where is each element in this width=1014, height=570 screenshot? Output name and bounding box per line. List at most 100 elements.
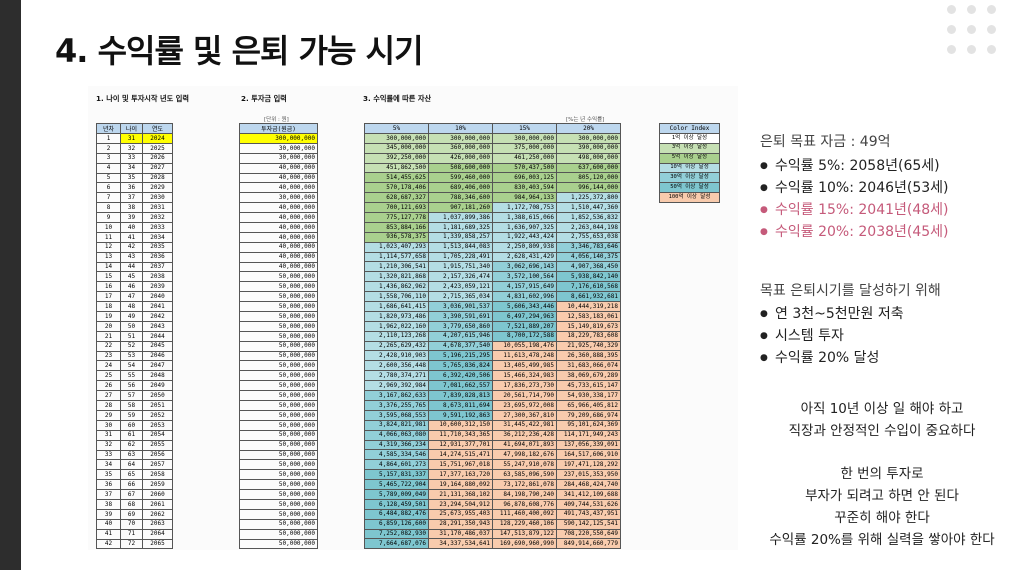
num-cell: 41: [96, 528, 121, 540]
table-row: 30 60 2053: [96, 419, 173, 431]
table-row: 6,484,882,476 25,673,955,403 111,460,400,0…: [364, 508, 621, 520]
legend-item: 50억 이상 달성: [659, 182, 720, 194]
invest-cell: 40,000,000: [239, 202, 318, 214]
goal-item: 수익률 10%: 2046년(53세): [760, 177, 949, 199]
table-row: 25 55 2048: [96, 370, 173, 382]
asset-cell: 4,157,915,649: [492, 281, 557, 293]
asset-cell: 25,673,955,403: [428, 508, 493, 520]
asset-cell: 3,346,783,646: [556, 241, 621, 253]
num-cell: 2: [96, 142, 121, 154]
num-cell: 15: [96, 271, 121, 283]
age-cell: 61: [120, 429, 143, 441]
year-cell: 2050: [142, 390, 173, 402]
invest-cell: 40,000,000: [239, 231, 318, 243]
year-cell: 2046: [142, 350, 173, 362]
year-cell: 2045: [142, 340, 173, 352]
plan-list: 연 3천~5천만원 저축 시스템 투자 수익률 20% 달성: [760, 303, 904, 369]
table-row: 50,000,000: [239, 489, 318, 500]
invest-cell: 40,000,000: [239, 162, 318, 174]
table-row: 5,465,722,904 19,164,880,092 73,172,861,07…: [364, 479, 621, 490]
asset-cell: 23,294,504,912: [428, 498, 493, 510]
asset-cell: 7,176,610,568: [556, 281, 621, 293]
age-cell: 42: [120, 241, 143, 253]
num-cell: 31: [96, 429, 121, 441]
year-cell: 2048: [142, 370, 173, 382]
asset-cell: 637,600,000: [556, 162, 621, 174]
year-cell: 2057: [142, 459, 173, 471]
invest-cell: 50,000,000: [239, 291, 318, 303]
asset-cell: 21,925,740,329: [556, 340, 621, 352]
invest-cell: 50,000,000: [239, 409, 318, 421]
note-line: 꾸준히 해야 한다: [834, 510, 930, 526]
age-cell: 48: [120, 301, 143, 313]
table-row: 6,859,126,600 28,291,350,943 128,229,460,1…: [364, 518, 621, 530]
asset-cell: 1,915,751,340: [428, 261, 493, 273]
table-row: 1,820,973,486 3,390,591,691 6,497,294,963 1…: [364, 310, 621, 322]
num-cell: 35: [96, 469, 121, 481]
age-cell: 50: [120, 320, 143, 332]
table-row: 50,000,000: [239, 459, 318, 471]
invest-cell: 30,000,000: [239, 152, 318, 164]
table-row: 11 41 2034: [96, 231, 173, 243]
legend-header: Color Index: [659, 123, 720, 134]
plan-item: 연 3천~5천만원 저축: [760, 303, 904, 325]
asset-cell: 12,583,183,061: [556, 310, 621, 322]
asset-cell: 696,003,125: [492, 172, 557, 184]
table-row: 50,000,000: [239, 538, 318, 550]
legend-item: 10억 이상 달성: [659, 162, 720, 174]
asset-cell: 2,265,629,432: [364, 340, 429, 352]
table-row: 2,600,356,448 5,765,836,824 13,405,499,985…: [364, 360, 621, 372]
asset-cell: 491,743,437,951: [556, 508, 621, 520]
year-cell: 2049: [142, 380, 173, 392]
year-cell: 2033: [142, 222, 173, 233]
num-cell: 30: [96, 419, 121, 431]
asset-cell: 1,210,306,541: [364, 261, 429, 273]
asset-cell: 27,300,367,810: [492, 409, 557, 421]
table-row: 50,000,000: [239, 439, 318, 451]
table-row: 1 31 2024: [96, 133, 173, 144]
table-row: 300,000,000 300,000,000 300,000,000 300,000…: [364, 132, 621, 144]
asset-cell: 853,884,166: [364, 221, 429, 233]
num-cell: 18: [96, 301, 121, 313]
table-row: 40 70 2063: [96, 518, 173, 530]
asset-cell: 10,444,319,218: [556, 301, 621, 312]
table-row: 40,000,000: [239, 231, 318, 243]
table-row: 40,000,000: [239, 202, 318, 214]
asset-cell: 2,263,044,198: [556, 221, 621, 233]
asset-cell: 23,695,972,008: [492, 399, 557, 411]
asset-cell: 3,167,862,633: [364, 390, 429, 401]
asset-cell: 1,339,858,257: [428, 231, 493, 243]
year-cell: 2043: [142, 320, 173, 332]
asset-cell: 628,687,327: [364, 192, 429, 204]
legend-item: 30억 이상 달성: [659, 172, 720, 184]
table-row: 300,000,000: [239, 133, 318, 144]
num-cell: 33: [96, 449, 121, 461]
age-cell: 51: [120, 330, 143, 342]
table-row: 50,000,000: [239, 340, 318, 352]
asset-cell: 907,181,260: [428, 202, 493, 214]
year-cell: 2034: [142, 231, 173, 243]
num-cell: 40: [96, 518, 121, 530]
table-row: 17 47 2040: [96, 291, 173, 303]
table-row: 3,595,068,553 9,591,192,863 27,300,367,810…: [364, 409, 621, 421]
left-sidebar-bar: [0, 0, 21, 570]
legend-row: 50억 이상 달성: [659, 182, 720, 194]
asset-cell: 805,120,000: [556, 172, 621, 184]
asset-cell: 2,969,392,984: [364, 380, 429, 392]
table-row: 20 50 2043: [96, 320, 173, 332]
asset-cell: 498,000,000: [556, 152, 621, 164]
asset-cell: 1,320,821,868: [364, 271, 429, 283]
table-row: 50,000,000: [239, 311, 318, 322]
asset-cell: 31,683,066,074: [556, 360, 621, 372]
asset-cell: 137,056,339,091: [556, 439, 621, 451]
asset-cell: 15,466,324,983: [492, 370, 557, 382]
table-row: 10 40 2033: [96, 222, 173, 233]
table-row: 9 39 2032: [96, 212, 173, 224]
asset-cell: 708,220,550,649: [556, 528, 621, 540]
asset-cell: 830,403,594: [492, 182, 557, 194]
num-cell: 6: [96, 182, 121, 194]
assets-table: 5% 10% 15% 20% 300,000,000 300,000,000 300…: [364, 123, 621, 550]
age-cell: 59: [120, 409, 143, 421]
num-cell: 22: [96, 340, 121, 352]
table-row: 3 33 2026: [96, 152, 173, 164]
